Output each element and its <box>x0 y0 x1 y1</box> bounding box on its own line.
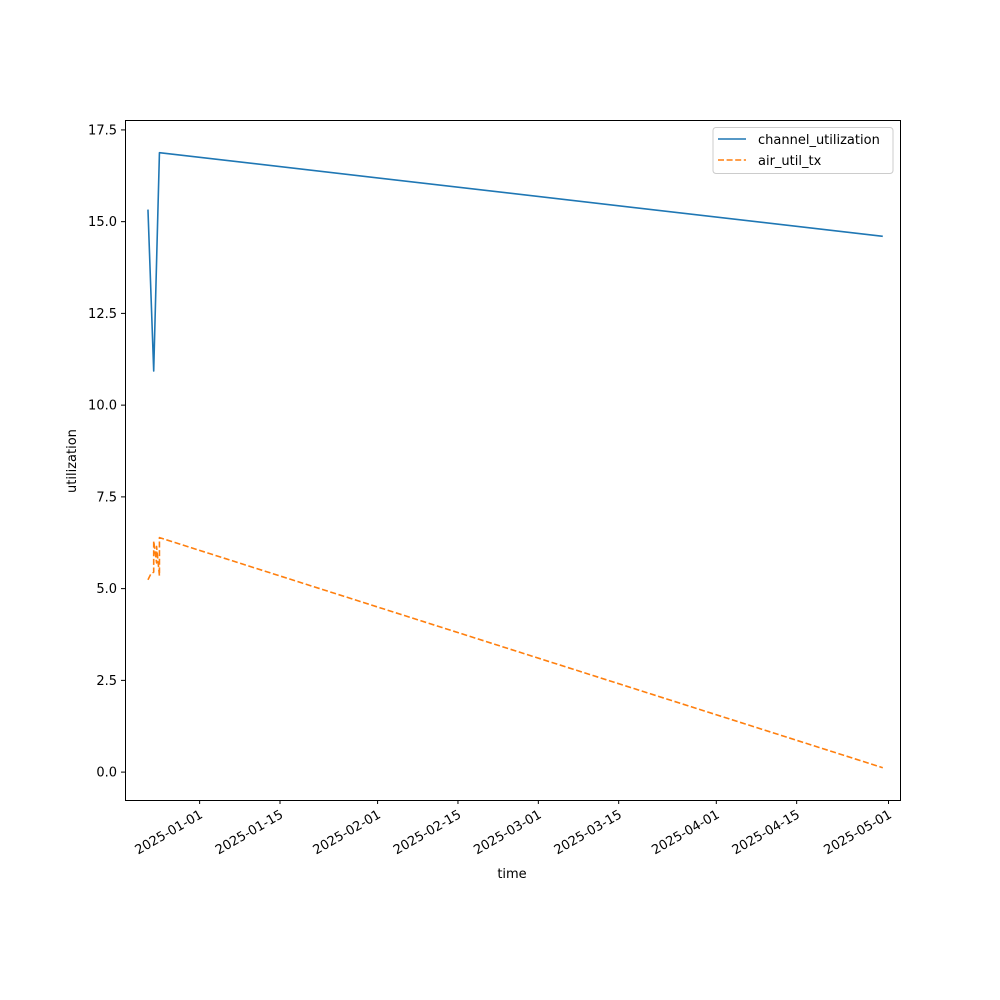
legend: channel_utilization air_util_tx <box>712 127 894 174</box>
legend-label-air-util-tx: air_util_tx <box>758 154 822 169</box>
y-tick-label: 0.0 <box>96 766 117 781</box>
legend-box <box>712 127 894 174</box>
plot-area <box>147 151 884 769</box>
y-tick-label: 2.5 <box>96 674 117 689</box>
y-tick-label: 7.5 <box>96 490 117 505</box>
series-line-channel-utilization <box>147 151 883 372</box>
series-line-air-util-tx <box>147 536 884 769</box>
y-tick-label: 15.0 <box>88 215 117 230</box>
y-tick-label: 5.0 <box>96 582 117 597</box>
legend-label-channel-utilization: channel_utilization <box>758 133 880 148</box>
y-axis-label: utilization <box>65 429 80 493</box>
x-axis-label: time <box>497 867 526 882</box>
y-tick-label: 12.5 <box>88 307 117 322</box>
y-axis: 0.0 2.5 5.0 7.5 10.0 12.5 15.0 17.5 <box>88 123 125 781</box>
y-tick-label: 10.0 <box>88 399 117 414</box>
plot-frame <box>125 120 901 801</box>
y-tick-label: 17.5 <box>88 123 117 138</box>
